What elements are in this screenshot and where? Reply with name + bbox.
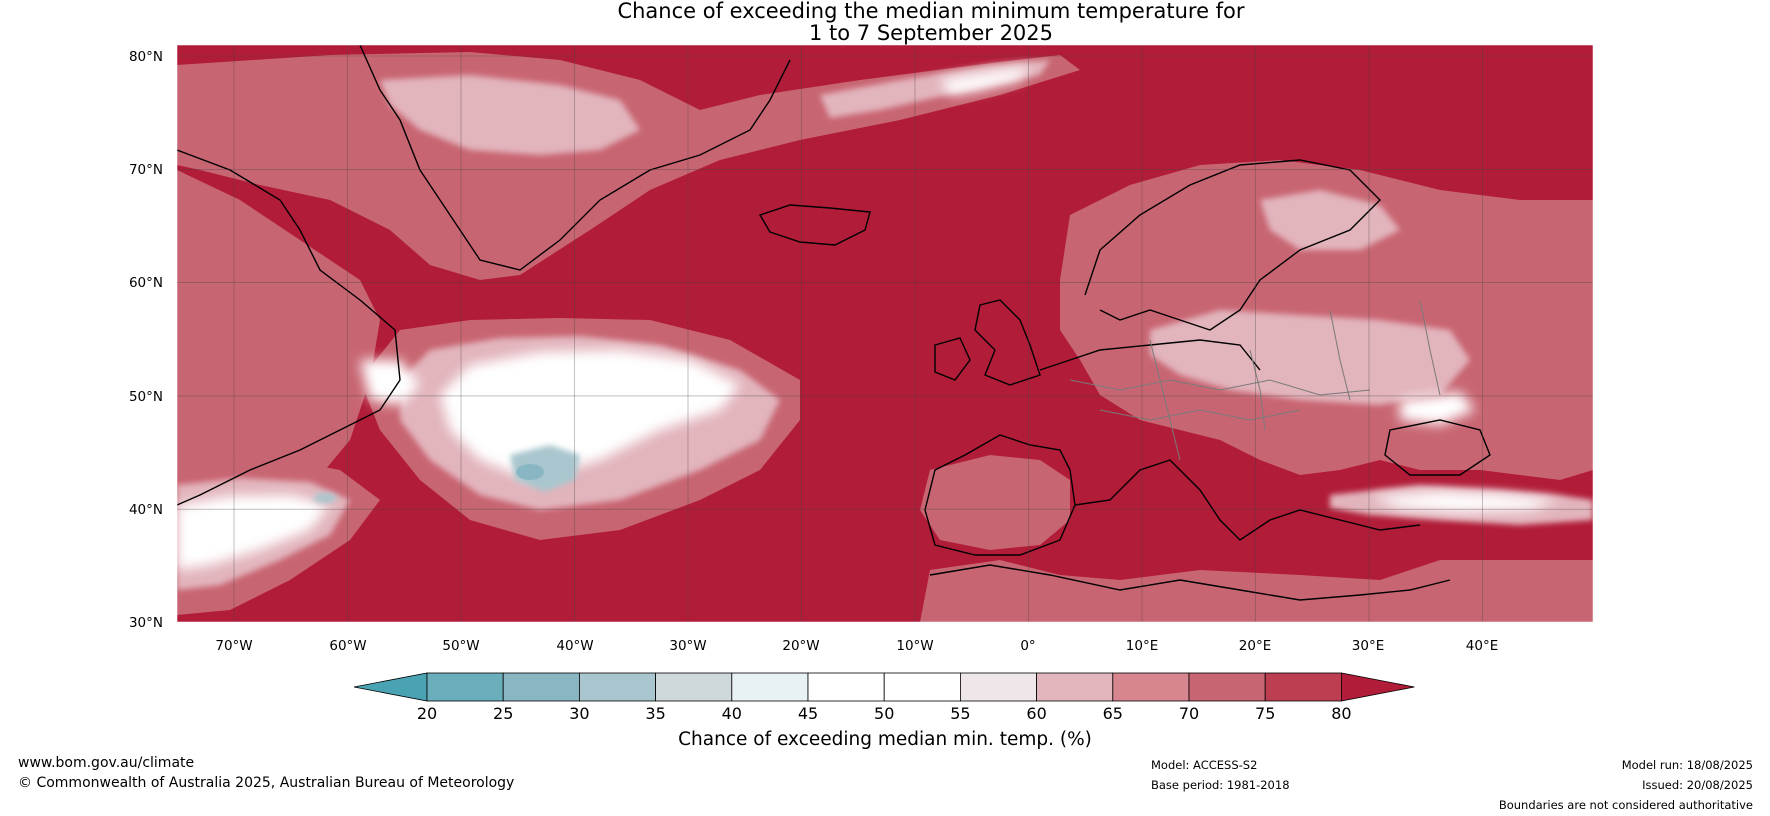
band-45-60 [177,66,1560,570]
atlantic-white [440,350,740,480]
colorbar-tick-label: 45 [798,704,818,723]
borders-europe [1069,299,1441,461]
colorbar-segment [655,672,733,702]
colorbar-segment [1036,672,1114,702]
colorbar-label: Chance of exceeding median min. temp. (%… [678,729,1092,750]
longitude-labels: 70°W 60°W 50°W 40°W 30°W 20°W 10°W 0° 10… [215,638,1498,654]
graticule [177,45,1593,622]
north-africa-region [920,560,1593,622]
lon-label-10w: 10°W [896,638,933,654]
lon-label-40e: 40°E [1466,638,1498,654]
colorbar-segment [579,672,657,702]
black-sea-coast [1384,419,1491,476]
colorbar-tick-label: 40 [722,704,742,723]
colorbar-segment [426,672,504,702]
uk-coast [974,299,1041,386]
footer-website[interactable]: www.bom.gov.au/climate [18,755,195,771]
colorbar-segment [1188,672,1266,702]
map-frame [176,44,1594,623]
footer-disclaimer: Boundaries are not considered authoritat… [1498,798,1753,812]
colorbar-tick-label: 20 [417,704,437,723]
colorbar-segment [883,672,961,702]
colorbar-tick-label: 60 [1026,704,1046,723]
colorbar-tick-label: 50 [874,704,894,723]
lat-label-30n: 30°N [129,615,163,631]
europe-light-2 [1260,190,1400,250]
newfoundland-white [360,360,420,405]
footer-model-run: Model run: 18/08/2025 [1621,758,1753,772]
lon-label-10e: 10°E [1126,638,1158,654]
lon-label-40w: 40°W [556,638,593,654]
lon-label-30e: 30°E [1352,638,1384,654]
country-borders [1069,299,1441,461]
colorbar-tick-label: 35 [645,704,665,723]
colorbar-segment [502,672,580,702]
us-coast-white [177,495,330,570]
continent-coast [924,339,1261,556]
caspian-white [1370,492,1560,512]
greenland-coast [359,45,791,271]
labrador-coast [177,149,401,506]
black-sea-white [1400,392,1475,425]
iceland-coast [758,204,871,246]
map-field [177,45,1593,622]
lon-label-20w: 20°W [782,638,819,654]
lon-label-70w: 70°W [215,638,252,654]
lat-label-70n: 70°N [129,162,163,178]
ireland-coast [934,337,971,381]
colorbar-extend-low [353,672,428,702]
lat-label-50n: 50°N [129,389,163,405]
atlantic-teal [510,445,580,492]
footer-issued: Issued: 20/08/2025 [1642,778,1753,792]
colorbar-segment [960,672,1038,702]
footer-copyright: © Commonwealth of Australia 2025, Austra… [18,775,515,791]
footer-base-period: Base period: 1981-2018 [1151,778,1290,792]
colorbar-segment [1112,672,1190,702]
med-coast [929,459,1451,601]
colorbar-tick-label: 65 [1103,704,1123,723]
colorbar-tick-label: 55 [950,704,970,723]
colorbar-tick-label: 70 [1179,704,1199,723]
colorbar-extend-high [1341,672,1415,702]
lon-label-20e: 20°E [1239,638,1271,654]
europe-light-1 [1150,310,1470,405]
band-30-35 [516,464,544,480]
lat-label-60n: 60°N [129,275,163,291]
colorbar-tick-label: 80 [1331,704,1351,723]
scandinavia-coast [1084,159,1381,331]
lon-label-50w: 50°W [442,638,479,654]
greenland-sea-white [940,66,1030,95]
colorbar: 20 25 30 35 40 45 50 55 60 65 70 75 80 [353,672,1415,723]
lat-label-40n: 40°N [129,502,163,518]
colorbar-tick-label: 25 [493,704,513,723]
band-35-45 [313,445,580,503]
colorbar-segment [807,672,885,702]
colorbar-tick-label: 75 [1255,704,1275,723]
us-coast-teal [313,493,337,503]
atlantic-teal-core [516,464,544,480]
colorbar-tick-label: 30 [569,704,589,723]
lon-label-0: 0° [1020,638,1035,654]
iberia-region [920,455,1070,550]
colorbar-segment [731,672,809,702]
colorbar-segment [1264,672,1342,702]
lon-label-30w: 30°W [669,638,706,654]
footer-model: Model: ACCESS-S2 [1151,758,1258,772]
lon-label-60w: 60°W [329,638,366,654]
lat-label-80n: 80°N [129,49,163,65]
chart-title-line-1: Chance of exceeding the median minimum t… [617,0,1245,23]
greenland-light [380,75,640,155]
latitude-labels: 80°N 70°N 60°N 50°N 40°N 30°N [129,49,163,631]
coastlines [177,45,1491,601]
chart-title-line-2: 1 to 7 September 2025 [808,21,1054,45]
